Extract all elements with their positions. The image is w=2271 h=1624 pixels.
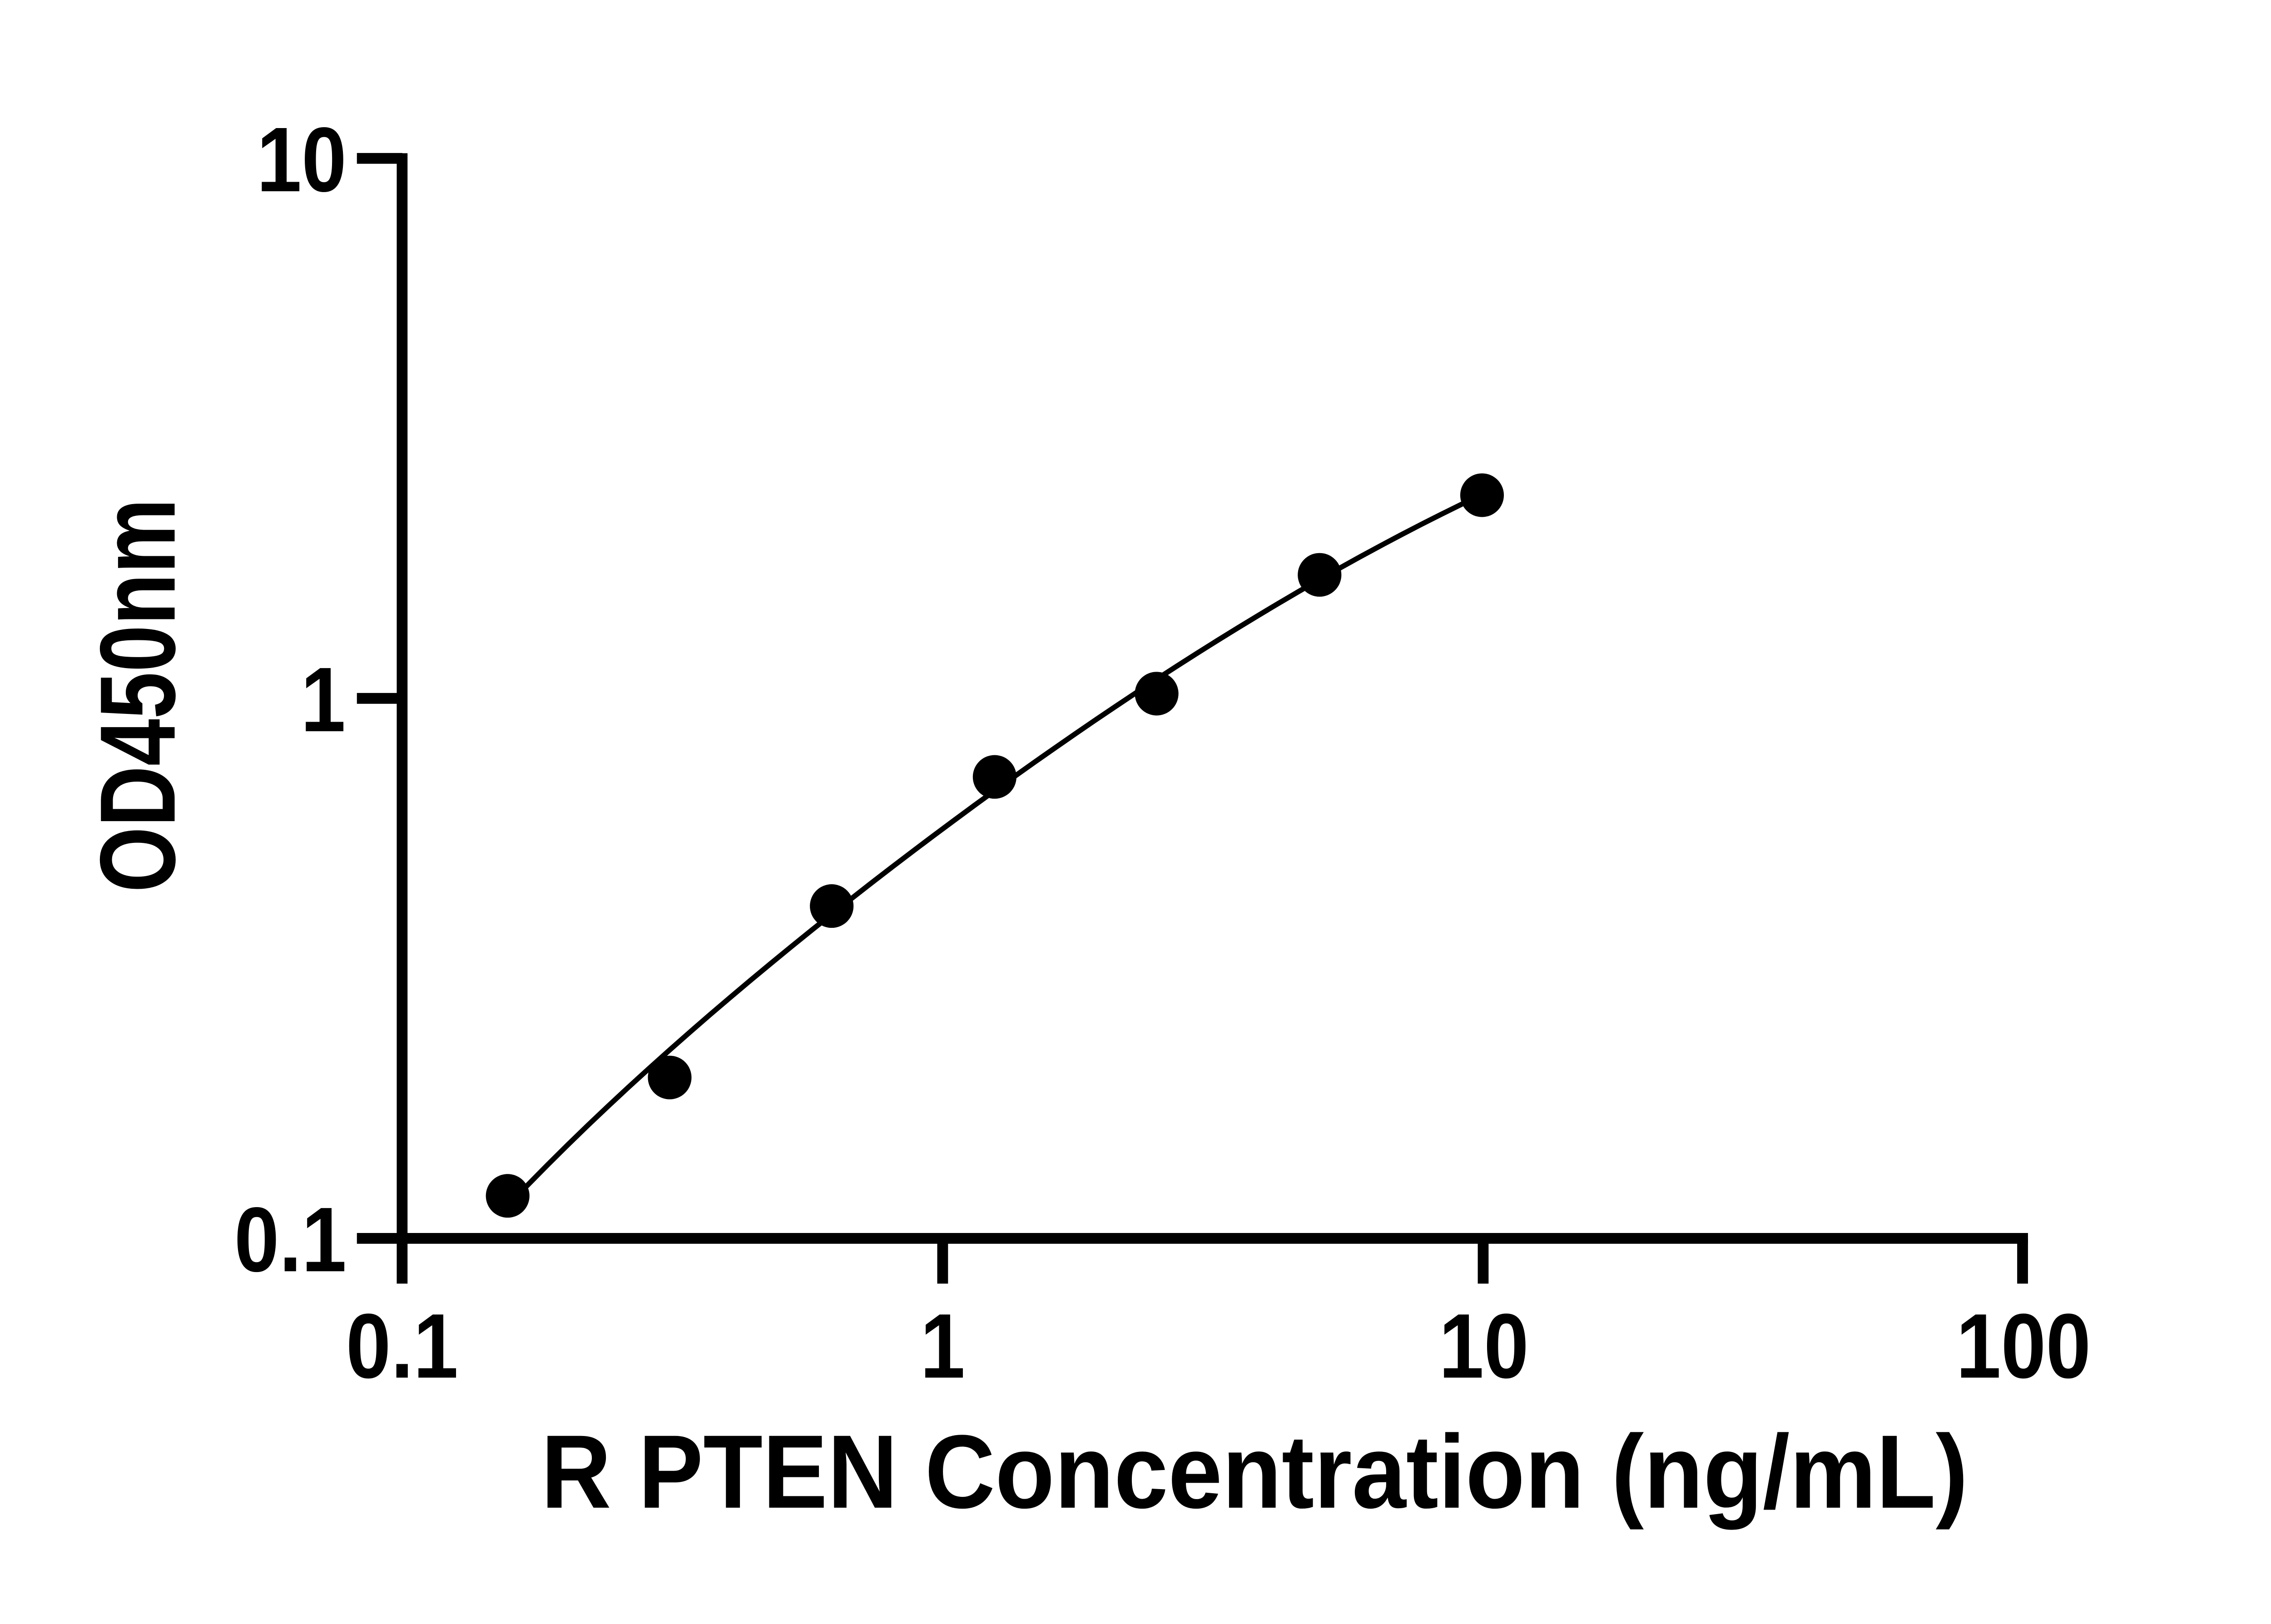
- svg-text:0.1: 0.1: [234, 1189, 347, 1291]
- svg-text:1: 1: [301, 649, 346, 751]
- svg-text:10: 10: [1439, 1295, 1529, 1397]
- svg-text:OD450nm: OD450nm: [78, 499, 197, 893]
- svg-text:100: 100: [1956, 1295, 2091, 1397]
- svg-text:10: 10: [257, 109, 347, 211]
- svg-text:R PTEN Concentration (ng/mL): R PTEN Concentration (ng/mL): [541, 1414, 1968, 1530]
- svg-text:0.1: 0.1: [346, 1295, 458, 1397]
- svg-text:1: 1: [920, 1295, 965, 1397]
